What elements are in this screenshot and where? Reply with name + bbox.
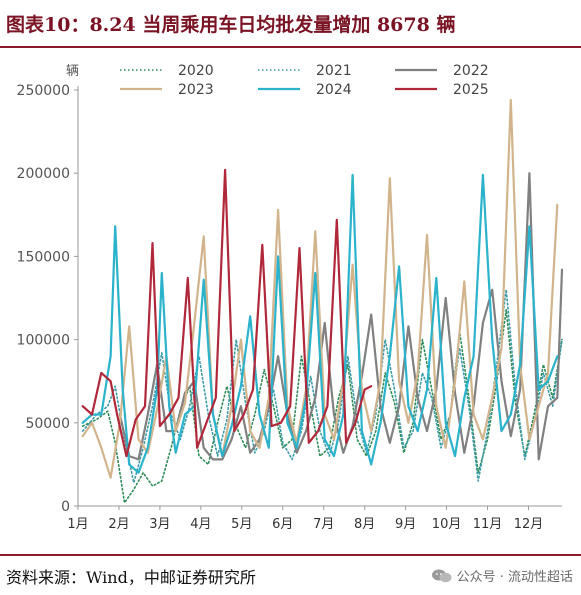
watermark-text: 公众号 · 流动性超话: [456, 570, 573, 585]
x-tick-label: 12月: [514, 517, 544, 532]
series-line-2020: [81, 308, 563, 504]
y-tick-label: 50000: [25, 416, 70, 432]
series-line-2024: [81, 173, 559, 474]
x-tick-label: 9月: [395, 517, 416, 532]
y-tick-label: 200000: [17, 166, 70, 182]
x-tick-label: 1月: [67, 517, 88, 532]
watermark: 公众号 · 流动性超话: [431, 566, 573, 585]
x-tick-label: 6月: [272, 517, 293, 532]
bottom-divider: [0, 554, 581, 556]
x-tick-label: 3月: [149, 517, 170, 532]
x-tick-label: 2月: [108, 517, 129, 532]
y-tick-label: 0: [61, 499, 70, 515]
series-line-2021: [81, 288, 563, 484]
legend-label-2024: 2024: [316, 82, 352, 98]
y-tick-label: 100000: [17, 333, 70, 349]
legend-label-2020: 2020: [178, 63, 214, 79]
chart-title: 图表10：8.24 当周乘用车日均批发量增加 8678 辆: [6, 14, 456, 36]
x-tick-label: 10月: [432, 517, 462, 532]
x-tick-label: 7月: [313, 517, 334, 532]
legend-label-2023: 2023: [178, 82, 214, 98]
title-area: 图表10：8.24 当周乘用车日均批发量增加 8678 辆: [0, 0, 581, 44]
x-tick-label: 11月: [473, 517, 503, 532]
y-tick-label: 150000: [17, 249, 70, 265]
legend-label-2025: 2025: [453, 82, 489, 98]
series-lines: [81, 98, 564, 504]
source-note: 资料来源：Wind，中邮证券研究所: [6, 568, 256, 587]
legend-label-2022: 2022: [453, 63, 489, 79]
x-tick-label: 4月: [190, 517, 211, 532]
axes: 0 50000 100000 150000 200000 250000 1月 2月 3月 4月 5月…: [17, 83, 562, 532]
y-axis-unit-label: 辆: [66, 64, 80, 79]
series-line-2025: [81, 168, 373, 458]
legend-label-2021: 2021: [316, 63, 352, 79]
line-chart: 2020 2021 2022 2023 2024 2025 0 50000 100000 150…: [17, 63, 564, 532]
y-tick-label: 250000: [17, 83, 70, 99]
series-line-2023: [81, 98, 559, 479]
x-tick-label: 8月: [354, 517, 375, 532]
wechat-icon: [431, 569, 452, 582]
x-tick-label: 5月: [231, 517, 252, 532]
legend: 2020 2021 2022 2023 2024 2025: [120, 63, 489, 98]
top-divider: [0, 46, 581, 48]
